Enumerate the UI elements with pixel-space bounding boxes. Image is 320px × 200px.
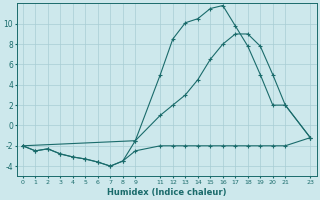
X-axis label: Humidex (Indice chaleur): Humidex (Indice chaleur)	[107, 188, 226, 197]
